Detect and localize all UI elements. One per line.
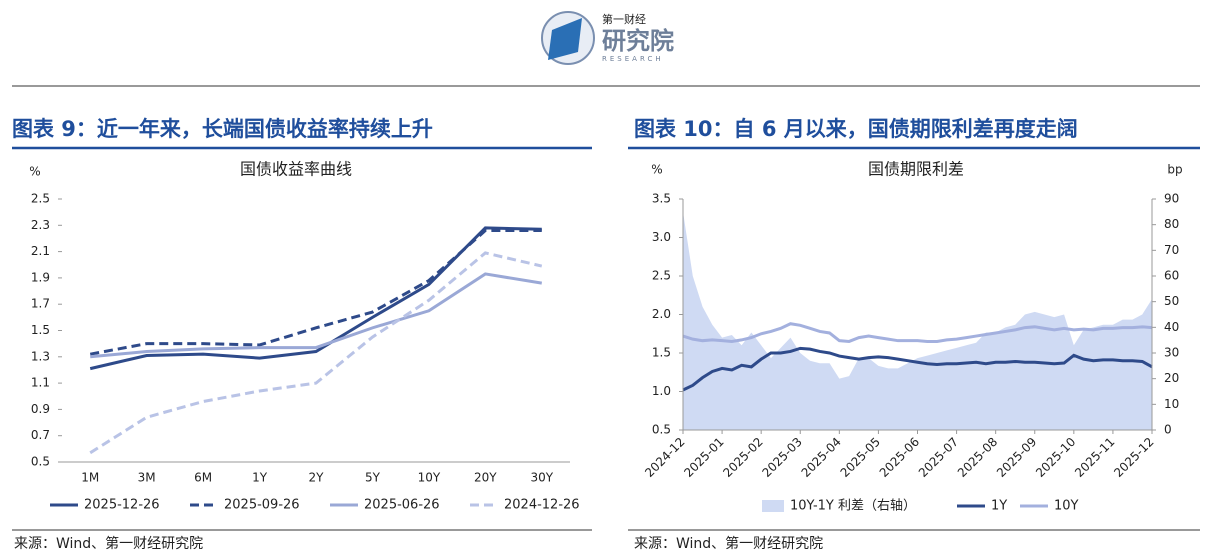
y-tick-label: 2.3 xyxy=(31,218,50,232)
logo-title: 研究院 xyxy=(602,27,674,55)
y-tick-label: 2.5 xyxy=(31,192,50,206)
x-tick-label: 2025-04 xyxy=(799,435,844,480)
legend-label: 1Y xyxy=(991,499,1007,514)
x-tick-label: 3M xyxy=(138,471,156,485)
x-tick-label: 30Y xyxy=(530,471,553,485)
x-tick-label: 2025-08 xyxy=(955,435,1000,480)
y2-tick-label: 60 xyxy=(1164,269,1179,283)
logo-sub: RESEARCH xyxy=(602,55,664,63)
legend-label: 2025-09-26 xyxy=(224,498,300,513)
y-tick-label: 0.9 xyxy=(31,402,50,416)
source: 来源：Wind、第一财经研究院 xyxy=(14,535,203,552)
y-tick-label: 3.5 xyxy=(652,192,671,206)
legend-swatch xyxy=(762,500,784,512)
line xyxy=(89,226,542,371)
x-tick-label: 2025-05 xyxy=(838,435,883,480)
chart-title: 国债期限利差 xyxy=(868,160,964,179)
y-tick-label: 1.7 xyxy=(31,297,50,311)
x-tick-label: 2025-10 xyxy=(1033,435,1078,480)
x-tick-label: 2025-06 xyxy=(877,435,922,480)
x-tick-label: 2025-03 xyxy=(759,435,804,480)
y-tick-label: 1.0 xyxy=(652,384,671,398)
x-tick-label: 2025-01 xyxy=(681,435,726,480)
x-tick-label: 10Y xyxy=(418,471,441,485)
x-tick-label: 5Y xyxy=(365,471,381,485)
line xyxy=(90,272,543,359)
x-tick-label: 2024-12 xyxy=(642,435,687,480)
y2-tick-label: 20 xyxy=(1164,371,1179,385)
x-tick-label: 2025-12 xyxy=(1111,435,1156,480)
logo-name: 第一财经 xyxy=(602,12,646,26)
source: 来源：Wind、第一财经研究院 xyxy=(634,535,823,552)
y-tick-label: 0.7 xyxy=(31,428,50,442)
x-tick-label: 2025-02 xyxy=(720,435,765,480)
y-tick-label: 1.1 xyxy=(31,376,50,390)
legend-label: 2025-12-26 xyxy=(84,498,160,513)
x-tick-label: 1M xyxy=(81,471,99,485)
section-heading: 图表 9：近一年来，长端国债收益率持续上升 xyxy=(12,117,433,141)
y-tick-label: 1.3 xyxy=(31,349,50,363)
line xyxy=(682,346,1153,392)
legend-label: 10Y-1Y 利差（右轴） xyxy=(790,499,916,514)
x-tick-label: 2025-07 xyxy=(916,435,961,480)
legend-label: 10Y xyxy=(1054,499,1079,514)
y-axis-label: % xyxy=(29,165,40,179)
y2-tick-label: 30 xyxy=(1164,346,1179,360)
y2-tick-label: 90 xyxy=(1164,192,1179,206)
line xyxy=(682,322,1153,343)
line xyxy=(89,251,543,455)
y2-tick-label: 40 xyxy=(1164,320,1179,334)
y2-tick-label: 10 xyxy=(1164,397,1179,411)
logo: 第一财经 研究院 RESEARCH xyxy=(541,11,674,65)
y-tick-label: 2.5 xyxy=(652,269,671,283)
y-tick-label: 2.1 xyxy=(31,244,50,258)
y2-tick-label: 80 xyxy=(1164,217,1179,231)
y-tick-label: 3.0 xyxy=(652,230,671,244)
legend-label: 2025-06-26 xyxy=(364,498,440,513)
y2-tick-label: 70 xyxy=(1164,243,1179,257)
area xyxy=(683,211,1152,430)
x-tick-label: 2025-09 xyxy=(994,435,1039,480)
x-tick-label: 6M xyxy=(194,471,212,485)
y-tick-label: 2.0 xyxy=(652,307,671,321)
y2-tick-label: 50 xyxy=(1164,294,1179,308)
x-tick-label: 20Y xyxy=(474,471,497,485)
y-tick-label: 1.5 xyxy=(652,346,671,360)
y-tick-label: 0.5 xyxy=(652,423,671,437)
y-tick-label: 0.5 xyxy=(31,455,50,469)
y-axis-label: % xyxy=(651,163,662,177)
x-tick-label: 2Y xyxy=(309,471,325,485)
logo-mark xyxy=(548,18,582,60)
chart-title: 国债收益率曲线 xyxy=(240,160,352,179)
legend-label: 2024-12-26 xyxy=(504,498,580,513)
x-tick-label: 1Y xyxy=(252,471,268,485)
y2-tick-label: 0 xyxy=(1164,423,1172,437)
line xyxy=(89,229,542,356)
section-heading: 图表 10：自 6 月以来，国债期限利差再度走阔 xyxy=(634,117,1078,141)
y2-axis-label: bp xyxy=(1167,163,1182,177)
x-tick-label: 2025-11 xyxy=(1072,435,1117,480)
y-tick-label: 1.5 xyxy=(31,323,50,337)
y-tick-label: 1.9 xyxy=(31,270,50,284)
